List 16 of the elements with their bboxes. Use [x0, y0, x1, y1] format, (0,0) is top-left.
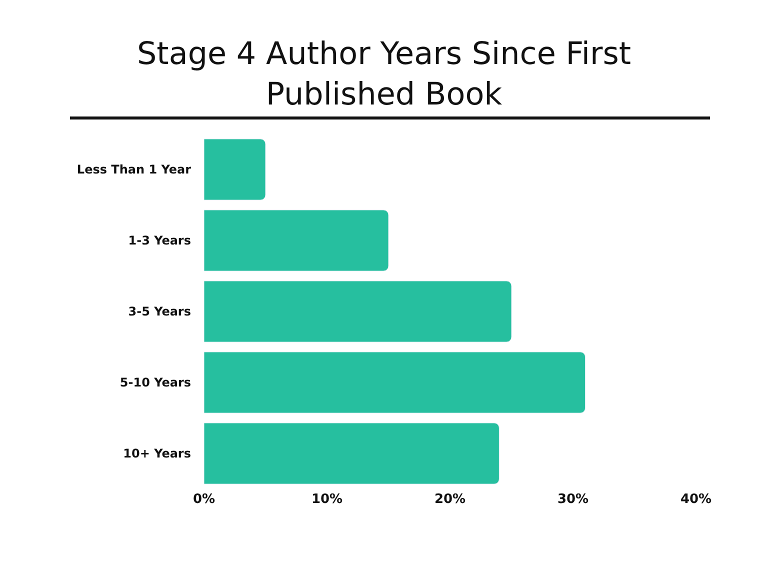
bar	[204, 280, 512, 342]
chart-title: Stage 4 Author Years Since First Published Book	[136, 36, 632, 112]
y-tick-label: 1-3 Years	[128, 234, 191, 248]
bar	[204, 422, 500, 484]
bar	[204, 352, 586, 414]
x-tick-label: 30%	[557, 492, 589, 507]
bar	[204, 210, 389, 272]
x-tick-label: 20%	[434, 492, 466, 507]
x-tick-label: 0%	[192, 492, 216, 507]
y-tick-label: Less Than 1 Year	[76, 162, 192, 177]
x-tick-label: 10%	[311, 492, 343, 507]
y-tick-label: 10+ Years	[123, 446, 191, 461]
bar	[204, 138, 266, 200]
x-tick-label: 40%	[680, 492, 712, 507]
y-tick-label: 5-10 Years	[120, 376, 191, 390]
y-tick-label: 3-5 Years	[128, 304, 191, 319]
